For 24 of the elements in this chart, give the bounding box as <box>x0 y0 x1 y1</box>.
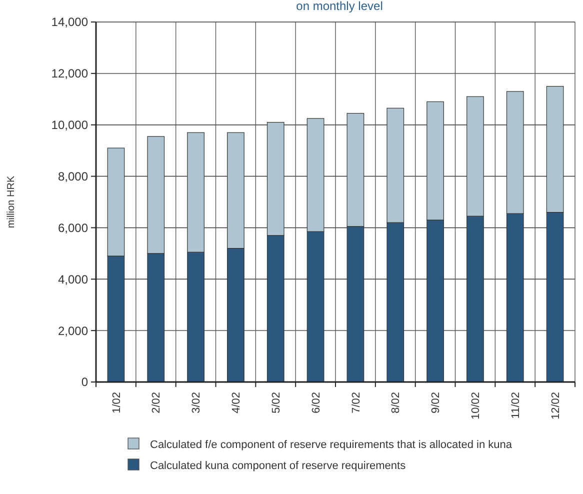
x-tick-label: 6/02 <box>310 392 322 414</box>
x-tick-label: 9/02 <box>430 392 442 414</box>
y-tick-label: 6,000 <box>58 220 88 235</box>
y-tick-label: 8,000 <box>58 169 88 184</box>
x-tick-label: 8/02 <box>390 392 402 414</box>
x-tick-label: 1/02 <box>110 392 123 414</box>
y-tick-label: 10,000 <box>51 118 88 132</box>
x-tick-label: 3/02 <box>190 392 203 414</box>
x-tick-label: 4/02 <box>230 392 243 414</box>
x-tick-label: 2/02 <box>150 392 163 414</box>
x-tick-label: 11/02 <box>510 392 522 419</box>
x-tick-label: 12/02 <box>550 392 562 420</box>
x-tick-label: 10/02 <box>470 392 482 420</box>
x-tick-label: 7/02 <box>350 392 362 414</box>
y-tick-label: 4,000 <box>58 272 88 286</box>
y-tick-label: 0 <box>81 375 88 390</box>
legend-label: Calculated f/e component of reserve requirements that is allocated in kuna <box>150 438 513 451</box>
y-tick-label: 12,000 <box>51 66 88 81</box>
legend-label: Calculated kuna component of reserve requirements <box>150 460 406 472</box>
y-tick-label: 14,000 <box>51 15 88 30</box>
chart-title: on monthly level <box>296 0 383 13</box>
y-tick-label: 2,000 <box>58 324 88 338</box>
x-tick-label: 5/02 <box>270 392 282 414</box>
y-axis-title: million HRK <box>6 176 17 228</box>
